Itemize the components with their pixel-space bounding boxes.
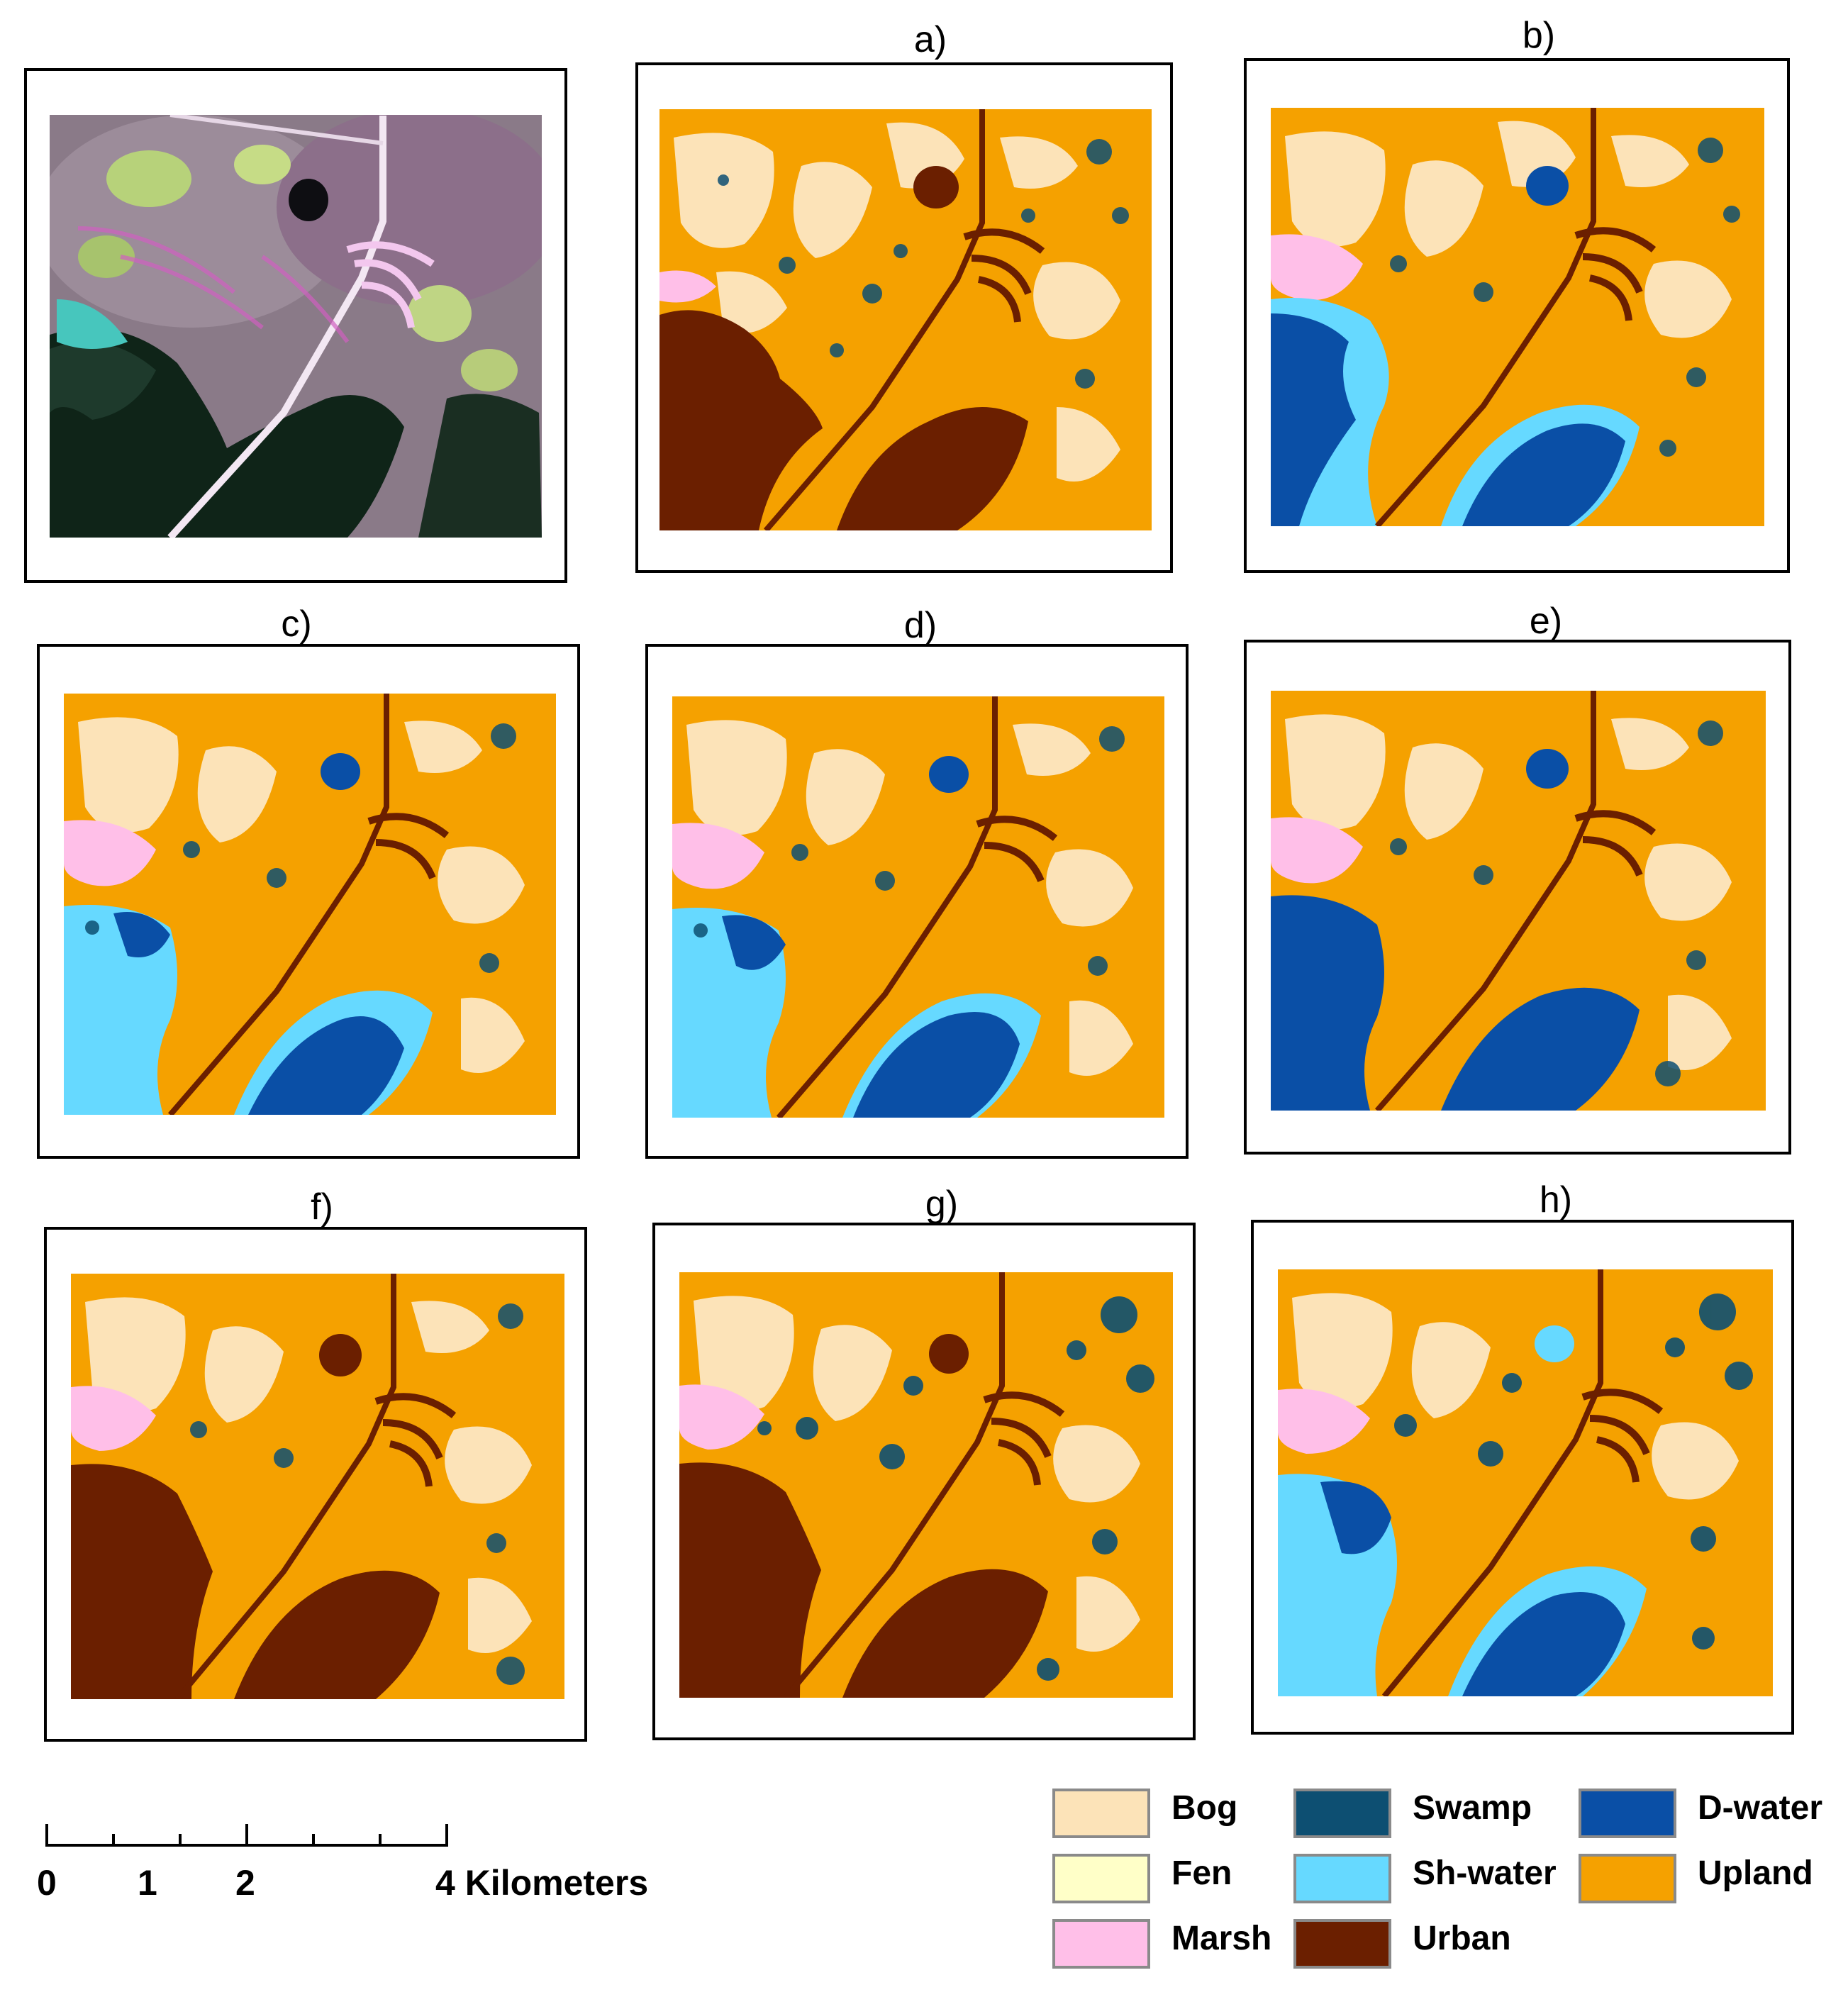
legend-swatch-fen	[1052, 1854, 1150, 1903]
classification-map-d	[672, 696, 1164, 1118]
classification-map-c	[64, 694, 556, 1115]
legend-label-fen: Fen	[1171, 1854, 1232, 1892]
scale-tick-2: 2	[235, 1863, 255, 1903]
panel-label-d: d)	[903, 605, 937, 646]
scale-tick-0: 0	[37, 1863, 57, 1903]
legend-label-bog: Bog	[1171, 1789, 1238, 1827]
legend-label-swamp: Swamp	[1413, 1789, 1532, 1827]
panel-label-h: h)	[1539, 1179, 1573, 1220]
map-panel-d	[645, 644, 1189, 1159]
legend-swatch-sh-water	[1293, 1854, 1391, 1903]
map-panel-c	[37, 644, 580, 1159]
classification-map-h	[1278, 1269, 1773, 1696]
legend-swatch-urban	[1293, 1919, 1391, 1969]
panel-label-a: a)	[913, 19, 947, 60]
legend-swatch-bog	[1052, 1789, 1150, 1838]
legend-swatch-swamp	[1293, 1789, 1391, 1838]
map-panel-e	[1244, 640, 1791, 1155]
legend-label-d-water: D-water	[1698, 1789, 1823, 1827]
panel-label-c: c)	[281, 603, 312, 645]
map-panel-g	[652, 1223, 1196, 1740]
classification-map-f	[71, 1274, 564, 1699]
legend-swatch-d-water	[1579, 1789, 1676, 1838]
satellite-image	[50, 115, 542, 538]
panel-label-b: b)	[1522, 15, 1556, 56]
map-panel-a	[635, 62, 1173, 573]
legend-label-sh-water: Sh-water	[1413, 1854, 1557, 1892]
legend-label-upland: Upland	[1698, 1854, 1813, 1892]
legend-swatch-marsh	[1052, 1919, 1150, 1969]
classification-map-b	[1271, 108, 1764, 526]
scale-tick-4-kilometers: 4 Kilometers	[435, 1863, 649, 1903]
scale-bar	[45, 1824, 448, 1847]
satellite-image-frame	[24, 68, 567, 583]
classification-map-g	[679, 1272, 1173, 1698]
map-panel-b	[1244, 58, 1790, 573]
panel-label-g: g)	[925, 1184, 959, 1225]
classification-map-e	[1271, 691, 1766, 1111]
legend-swatch-upland	[1579, 1854, 1676, 1903]
panel-label-e: e)	[1529, 601, 1563, 642]
legend-label-urban: Urban	[1413, 1920, 1511, 1957]
panel-label-f: f)	[311, 1186, 333, 1228]
map-panel-h	[1251, 1220, 1794, 1735]
map-panel-f	[44, 1227, 587, 1742]
legend-label-marsh: Marsh	[1171, 1920, 1272, 1957]
scale-tick-1: 1	[138, 1863, 157, 1903]
classification-map-a	[659, 109, 1152, 530]
